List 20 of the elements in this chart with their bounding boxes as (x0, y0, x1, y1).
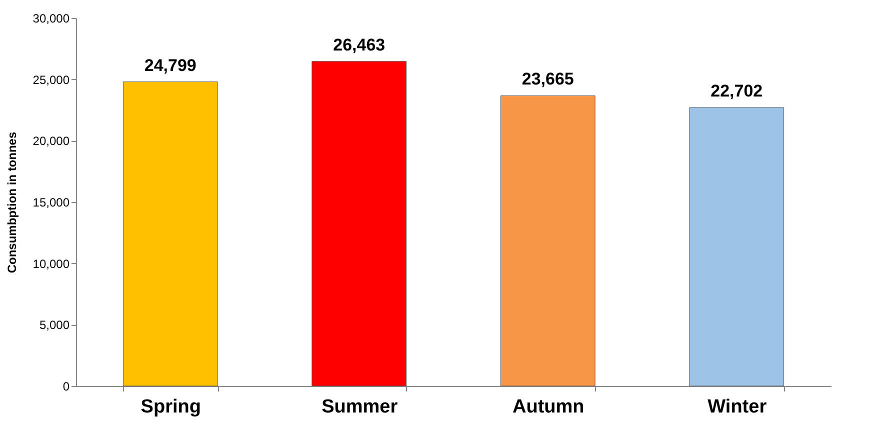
x-tick-label: Spring (140, 396, 201, 418)
data-label: 24,799 (144, 56, 196, 75)
data-label: 26,463 (333, 35, 386, 54)
y-axis-title: Consumbption in tonnes (4, 132, 19, 274)
y-tick-label: 0 (62, 380, 70, 394)
y-tick-label: 10,000 (32, 256, 70, 271)
x-tick-label: Summer (322, 396, 398, 418)
bar (312, 61, 407, 386)
y-tick-label: 25,000 (32, 72, 70, 87)
bar (122, 82, 218, 386)
x-tick-label: Winter (708, 396, 768, 418)
x-tick-label: Autumn (512, 396, 584, 418)
data-label: 23,665 (522, 70, 574, 89)
y-tick-label: 15,000 (32, 196, 70, 210)
y-tick-label: 20,000 (32, 134, 70, 148)
data-label: 22,702 (710, 82, 763, 101)
y-tick-label: 30,000 (32, 12, 70, 26)
bar (689, 107, 784, 386)
y-tick-label: 5,000 (39, 318, 70, 332)
bar (500, 95, 596, 386)
